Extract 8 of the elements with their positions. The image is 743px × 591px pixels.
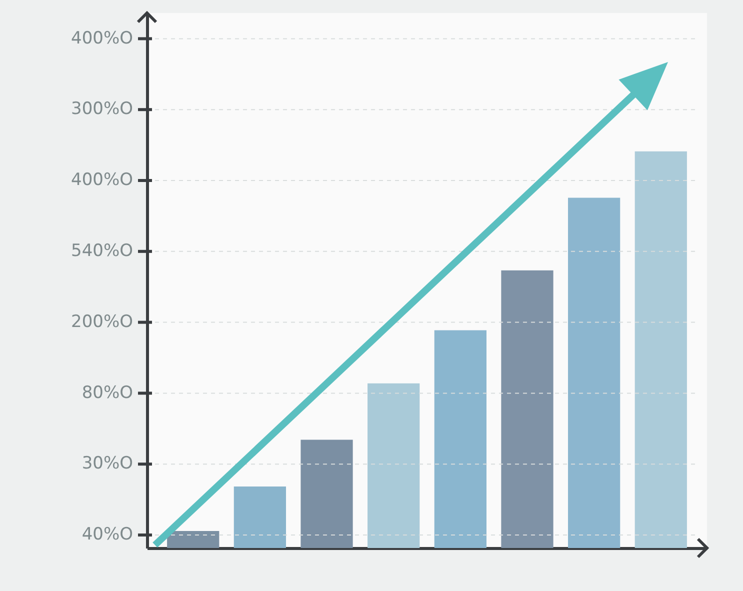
text: 200%O (71, 312, 133, 332)
text: 300%O (71, 99, 133, 120)
text: 80%O (82, 382, 133, 403)
text: 400%O (71, 28, 133, 48)
text: 400%O (71, 170, 133, 190)
text: 40%O (82, 524, 133, 545)
text: 30%O (82, 454, 133, 474)
text: 540%O (71, 241, 133, 262)
